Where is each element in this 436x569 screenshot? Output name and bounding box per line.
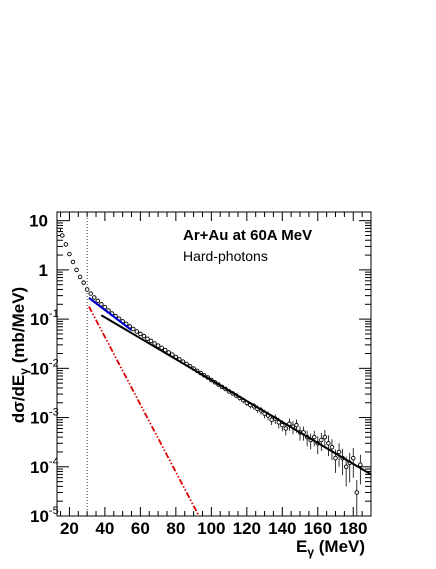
data-point bbox=[77, 274, 83, 280]
data-point bbox=[319, 437, 324, 443]
data-point bbox=[63, 242, 69, 247]
data-point bbox=[84, 287, 90, 292]
fit-line-2 bbox=[88, 297, 133, 331]
y-axis-title: dσ/dEγ (mb/MeV) bbox=[9, 287, 31, 423]
x-tick-label: 80 bbox=[166, 519, 185, 538]
y-tick-label: 10-2 bbox=[30, 357, 59, 378]
data-point bbox=[134, 329, 140, 334]
fit-line-3 bbox=[88, 306, 200, 517]
y-axis-title-unit: (mb/MeV) bbox=[9, 287, 28, 368]
y-tick-mantissa: 10 bbox=[30, 507, 49, 526]
data-point bbox=[92, 295, 97, 300]
y-tick-mantissa: 1 bbox=[39, 261, 48, 280]
data-point bbox=[138, 331, 143, 337]
data-point bbox=[148, 338, 154, 344]
y-axis-title-main: dσ/dE bbox=[9, 375, 28, 423]
data-point bbox=[74, 267, 79, 273]
data-point bbox=[283, 426, 289, 431]
x-tick-label: 160 bbox=[304, 519, 332, 538]
y-tick-exponent: -3 bbox=[49, 407, 59, 419]
data-point bbox=[141, 333, 147, 339]
y-tick-label: 10-5 bbox=[30, 505, 59, 526]
y-axis-title-subscript: γ bbox=[17, 368, 31, 375]
y-tick-label: 10-1 bbox=[30, 308, 59, 329]
data-point bbox=[358, 462, 363, 467]
annotation-subtitle: Hard-photons bbox=[183, 248, 268, 264]
y-tick-label: 10-3 bbox=[30, 407, 59, 428]
data-point bbox=[145, 336, 150, 341]
data-point bbox=[333, 455, 338, 461]
y-tick-mantissa: 10 bbox=[30, 359, 49, 378]
data-point bbox=[67, 251, 72, 257]
annotation-title: Ar+Au at 60A MeV bbox=[183, 227, 312, 244]
x-tick-label: 100 bbox=[197, 519, 225, 538]
y-tick-label: 1 bbox=[39, 261, 48, 280]
x-axis-title-subscript: γ bbox=[307, 545, 314, 559]
data-point bbox=[280, 422, 285, 428]
x-axis-title-main: E bbox=[296, 537, 307, 556]
x-ticks: 20 40 60 80 100 120 140 160 180 bbox=[60, 212, 372, 538]
data-point bbox=[269, 417, 274, 423]
x-tick-label: 180 bbox=[339, 519, 367, 538]
data-point bbox=[56, 227, 62, 233]
data-point bbox=[60, 233, 65, 238]
data-point bbox=[311, 434, 317, 440]
y-tick-exponent: -5 bbox=[49, 505, 59, 517]
data-point bbox=[343, 464, 349, 470]
data-point bbox=[95, 298, 101, 304]
data-point bbox=[354, 490, 360, 495]
data-point bbox=[70, 259, 76, 265]
x-axis-title-unit: (MeV) bbox=[314, 537, 365, 556]
data-point bbox=[351, 455, 356, 461]
x-tick-label: 140 bbox=[268, 519, 296, 538]
y-tick-label: 10 bbox=[29, 212, 48, 231]
data-point bbox=[81, 280, 86, 285]
y-tick-mantissa: 10 bbox=[30, 310, 49, 329]
x-axis-title: Eγ (MeV) bbox=[296, 537, 365, 559]
data-point bbox=[155, 343, 161, 348]
x-tick-label: 20 bbox=[60, 519, 79, 538]
y-tick-mantissa: 10 bbox=[29, 212, 48, 231]
plot-frame bbox=[56, 211, 372, 517]
y-tick-exponent: -1 bbox=[49, 308, 59, 320]
data-point bbox=[88, 291, 93, 296]
data-point bbox=[131, 326, 136, 332]
series-layer bbox=[56, 212, 372, 517]
data-point bbox=[322, 434, 328, 440]
y-tick-label: 10-4 bbox=[30, 456, 59, 477]
data-point bbox=[336, 449, 342, 455]
y-tick-exponent: -4 bbox=[49, 456, 59, 468]
data-point bbox=[326, 441, 331, 446]
data-point bbox=[294, 422, 299, 428]
fit-line-1 bbox=[100, 314, 372, 476]
y-tick-mantissa: 10 bbox=[30, 458, 49, 477]
data-point bbox=[152, 341, 157, 346]
x-tick-label: 60 bbox=[131, 519, 150, 538]
y-tick-exponent: -2 bbox=[49, 357, 59, 369]
x-tick-label: 40 bbox=[95, 519, 114, 538]
data-point bbox=[329, 444, 335, 450]
y-tick-mantissa: 10 bbox=[30, 409, 49, 428]
x-tick-label: 120 bbox=[233, 519, 261, 538]
